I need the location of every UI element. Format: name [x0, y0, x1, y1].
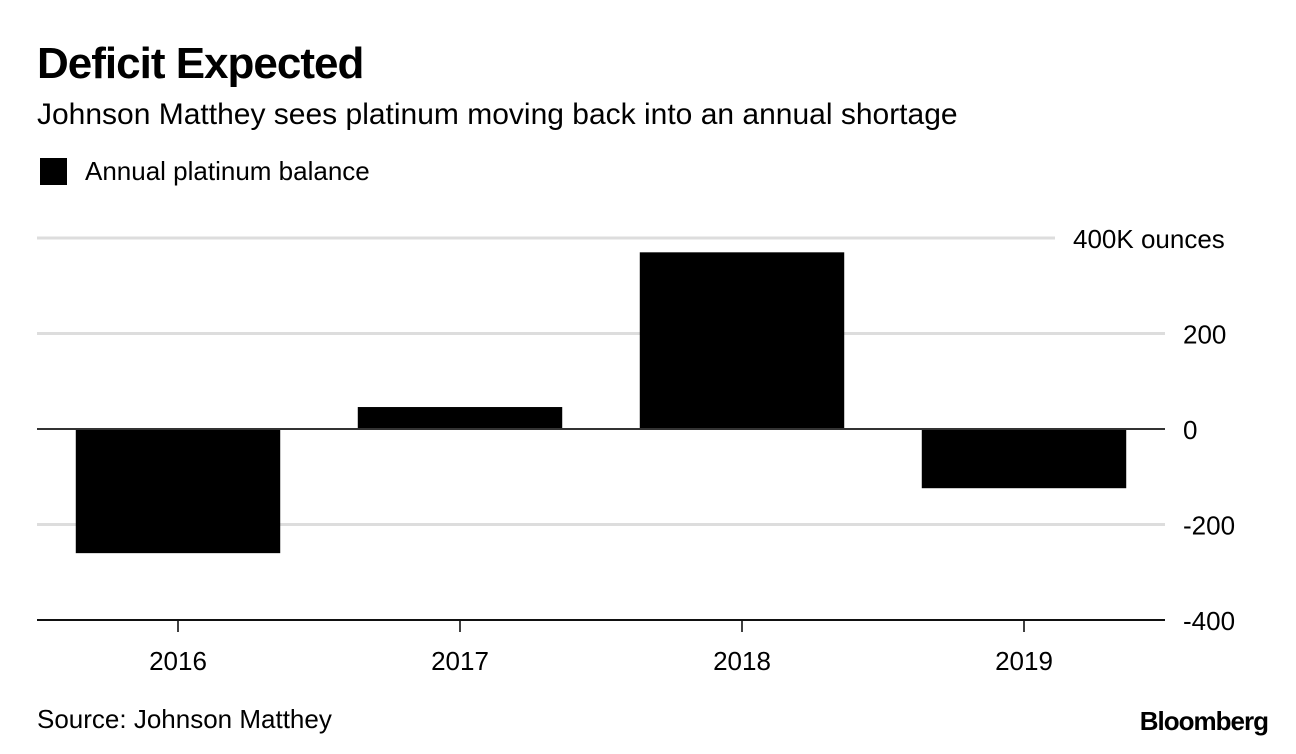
- tick-labels: 400K ounces 200 0 -200 -400 2016 2017 2018 2019: [149, 224, 1235, 676]
- bloomberg-logo: Bloomberg: [1139, 706, 1269, 736]
- y-tick-label: -400: [1183, 606, 1235, 636]
- y-tick-label: -200: [1183, 511, 1235, 541]
- source-note: Source: Johnson Matthey: [37, 704, 332, 734]
- chart-title: Deficit Expected: [37, 39, 364, 88]
- y-tick-label: 400K ounces: [1073, 224, 1225, 254]
- x-tick-label: 2019: [995, 646, 1053, 676]
- x-tick-label: 2017: [431, 646, 489, 676]
- chart-subtitle: Johnson Matthey sees platinum moving bac…: [37, 98, 958, 131]
- bar-2018: [639, 252, 845, 429]
- legend-swatch: [40, 158, 67, 185]
- legend: Annual platinum balance: [40, 156, 370, 187]
- x-tick-label: 2016: [149, 646, 207, 676]
- bar-2019: [921, 429, 1127, 489]
- x-tick-label: 2018: [713, 646, 771, 676]
- legend-label: Annual platinum balance: [85, 156, 370, 186]
- bar-2016: [75, 429, 281, 554]
- bars: [75, 252, 1127, 554]
- y-tick-label: 200: [1183, 320, 1226, 350]
- bar-2017: [357, 407, 563, 429]
- axes: [37, 428, 1165, 632]
- y-tick-label: 0: [1183, 415, 1197, 445]
